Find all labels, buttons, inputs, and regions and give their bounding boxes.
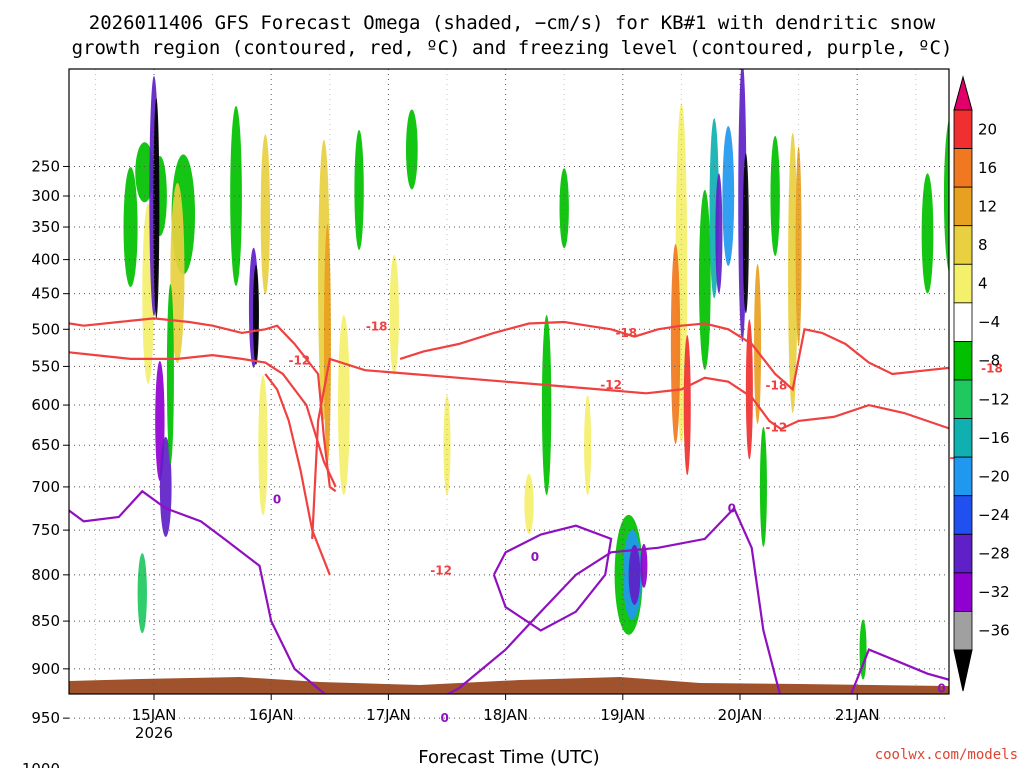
colorbar-label: 8	[978, 236, 988, 254]
y-tick-label: 500	[31, 320, 60, 338]
y-tick-label: 650	[31, 436, 60, 454]
purple-contour-label: 0	[728, 501, 736, 515]
purple-contour-label: 0	[531, 550, 539, 564]
colorbar-swatch	[953, 611, 973, 651]
colorbar-swatch	[953, 341, 973, 381]
colorbar-label: −16	[978, 429, 1010, 447]
y-axis-ticks: 250 300 350 400 450 500 550 600 650 700 750 800 850 9…	[22, 157, 69, 768]
purple-contour-label: 0	[440, 711, 448, 725]
y-tick-label: 550	[31, 357, 60, 375]
y-tick-label: 900	[31, 660, 60, 678]
x-tick-label: 21JAN	[835, 706, 880, 724]
y-tick-label: 450	[31, 285, 60, 303]
colorbar-label: −8	[978, 352, 1000, 370]
colorbar-swatch	[953, 379, 973, 419]
red-contour-label: -12	[430, 563, 452, 577]
colorbar-label: −4	[978, 313, 1000, 331]
colorbar-swatch	[953, 186, 973, 227]
colorbar-label: −32	[978, 583, 1010, 601]
x-axis-label: Forecast Time (UTC)	[418, 747, 599, 768]
terrain-ground	[69, 677, 949, 694]
purple-contour-label: 0	[937, 681, 945, 695]
red-contour-label: -12	[765, 420, 787, 434]
x-tick-year-label: 2026	[135, 724, 173, 742]
colorbar: 20 16 12 8 4 −4 −8 −12 −16 −20 −24 −28 −32 −36	[953, 75, 1010, 692]
plot-frame	[68, 68, 950, 695]
chart-title-line-1: 2026011406 GFS Forecast Omega (shaded, −…	[89, 12, 936, 34]
y-tick-label: 350	[31, 218, 60, 236]
x-tick-label: 17JAN	[366, 706, 411, 724]
colorbar-label: −28	[978, 545, 1010, 563]
omega-shading	[123, 69, 949, 680]
colorbar-label: 12	[978, 197, 997, 215]
red-contour-label: -18	[366, 319, 388, 333]
y-tick-label: 250	[31, 157, 60, 175]
grid-lines	[69, 69, 949, 719]
y-tick-label: 600	[31, 396, 60, 414]
red-contour-label: -18	[981, 362, 1003, 376]
colorbar-label: 4	[978, 275, 988, 293]
colorbar-swatch	[953, 148, 973, 188]
credit-text: coolwx.com/models	[875, 747, 1018, 763]
colorbar-label: −20	[978, 467, 1010, 485]
red-contour-label: -12	[600, 378, 622, 392]
y-tick-label: 300	[31, 187, 60, 205]
x-tick-label: 20JAN	[718, 706, 763, 724]
colorbar-swatch	[953, 456, 973, 497]
y-tick-label: 800	[31, 566, 60, 584]
x-axis-ticks: 15JAN 16JAN 17JAN 18JAN 19JAN 20JAN 21JAN 2026	[132, 694, 880, 742]
y-tick-label: 750	[31, 521, 60, 539]
x-tick-label: 19JAN	[600, 706, 645, 724]
colorbar-swatch	[953, 495, 973, 535]
colorbar-swatch	[953, 418, 973, 458]
y-tick-label: 950	[31, 709, 60, 727]
contour-labels: -18-12-12-18-12-18-12-18-1200000	[273, 319, 1003, 725]
colorbar-swatch	[953, 263, 973, 304]
colorbar-label: 20	[978, 120, 997, 138]
purple-contour-label: 0	[273, 493, 281, 507]
y-tick-label: 700	[31, 478, 60, 496]
x-tick-label: 15JAN	[132, 706, 177, 724]
x-tick-label: 16JAN	[249, 706, 294, 724]
colorbar-label: −24	[978, 506, 1010, 524]
red-contour-label: -12	[288, 353, 310, 367]
colorbar-swatch	[953, 225, 973, 265]
red-contour-label: -18	[765, 379, 787, 393]
x-tick-label: 18JAN	[483, 706, 528, 724]
colorbar-label: 16	[978, 159, 997, 177]
temperature-contours	[69, 317, 949, 694]
y-tick-label: 850	[31, 612, 60, 630]
colorbar-label: −36	[978, 622, 1010, 640]
red-contour-label: -18	[615, 326, 637, 340]
colorbar-swatch	[953, 572, 973, 612]
colorbar-swatch	[953, 302, 973, 342]
y-tick-label: 400	[31, 251, 60, 269]
colorbar-swatch	[953, 109, 973, 149]
y-tick-label: 1000	[22, 760, 60, 768]
chart-title-line-2: growth region (contoured, red, ºC) and f…	[72, 37, 953, 59]
colorbar-swatch	[953, 533, 973, 574]
colorbar-label: −12	[978, 390, 1010, 408]
